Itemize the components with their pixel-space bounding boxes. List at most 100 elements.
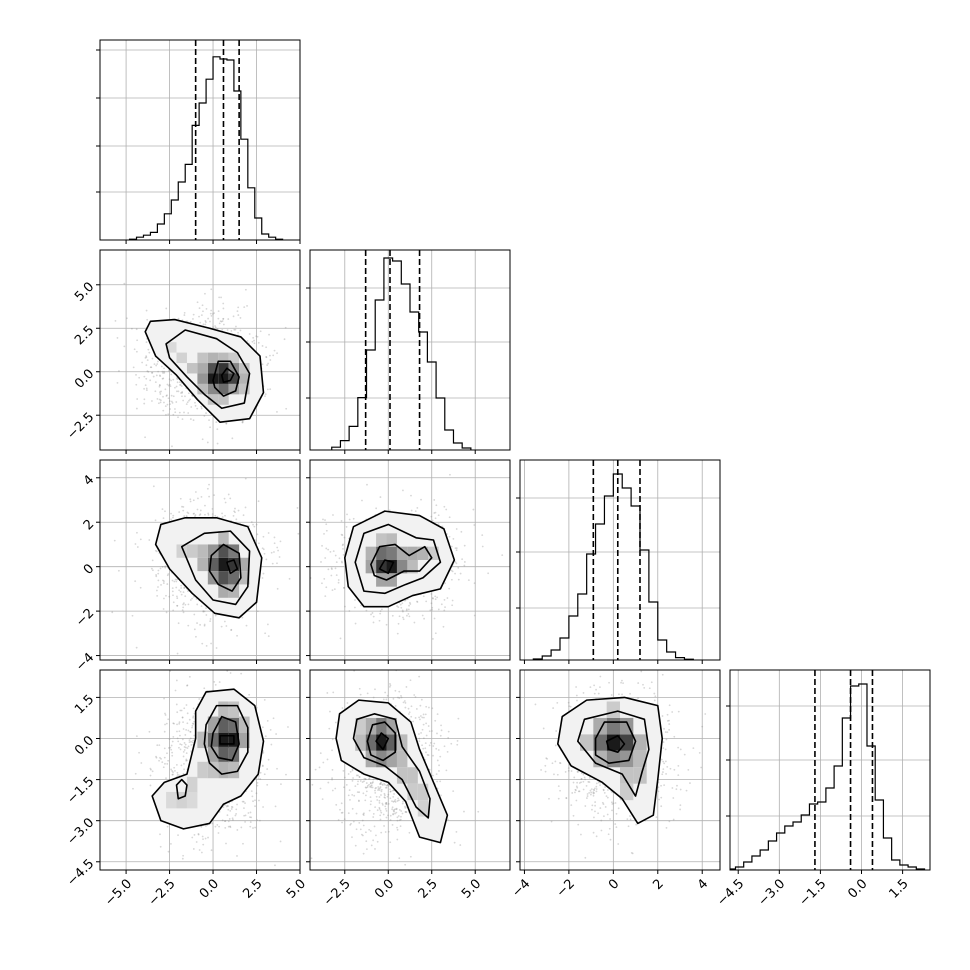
sample-point [262,548,265,551]
density-cell [376,734,387,751]
sample-point [193,512,195,515]
sample-point [385,816,388,819]
sample-point [200,605,203,608]
sample-point [118,370,120,372]
sample-point [296,507,299,509]
sample-point [340,520,343,522]
sample-point [357,780,359,783]
density-cell [365,717,377,735]
density-cell [218,363,229,374]
sample-point [145,356,148,359]
x-tick-label: 2.5 [416,876,441,901]
sample-point [189,320,192,323]
sample-point [155,550,158,553]
sample-point [163,401,165,404]
sample-point [368,809,371,812]
sample-point [192,715,195,718]
histogram-panel-4 [730,670,930,870]
sample-point [175,586,178,589]
sample-point [275,733,277,735]
sample-point [402,618,405,621]
sample-point [343,818,346,820]
sample-point [187,624,190,627]
sample-point [459,572,462,575]
sample-point [210,288,213,291]
sample-point [371,786,374,789]
sample-point [364,667,366,669]
sample-point [183,587,186,589]
sample-point [311,783,314,786]
sample-point [339,808,341,811]
y-tick-label: 0.0 [72,733,97,758]
sample-point [235,812,238,815]
sample-point [185,758,188,761]
sample-point [186,759,188,762]
sample-point [166,574,169,577]
sample-point [160,757,162,760]
sample-point [400,810,403,812]
sample-point [139,538,142,541]
sample-point [444,606,446,609]
sample-point [146,370,149,373]
sample-point [224,826,227,829]
sample-point [135,407,138,410]
sample-point [155,574,157,576]
sample-point [436,732,438,735]
sample-point [393,800,396,803]
sample-point [176,773,179,776]
density-cell [228,373,240,384]
sample-point [176,378,179,381]
sample-point [191,597,194,600]
sample-point [261,726,264,729]
sample-point [259,628,261,630]
sample-point [435,773,438,775]
sample-point [164,723,166,726]
sample-point [259,778,262,780]
sample-point [436,713,439,716]
contour-level-2 [165,329,251,410]
sample-point [189,730,192,733]
density-cell [407,560,418,574]
sample-point [398,799,400,802]
sample-point [179,734,181,737]
sample-point [280,783,282,786]
sample-point [385,784,388,787]
sample-point [149,366,152,369]
sample-point [397,797,399,800]
sample-point [420,498,422,501]
sample-point [239,329,242,332]
sample-point [457,578,460,581]
density-cell [376,717,387,735]
sample-point [389,788,391,791]
sample-point [430,602,433,605]
sample-point [385,786,388,789]
sample-point [132,787,134,790]
sample-point [194,404,197,407]
density-panel-1-2 [100,250,300,450]
sample-point [389,814,392,817]
sample-point [206,487,209,490]
sample-point [174,386,176,389]
density-cell [207,383,219,395]
sample-point [236,634,238,637]
sample-point [136,546,139,548]
sample-point [393,808,396,811]
density-cell [228,761,240,779]
sample-point [165,722,168,725]
sample-point [396,826,398,829]
sample-point [145,355,148,358]
histogram-step-3 [532,473,694,660]
sample-point [262,572,265,575]
sample-point [264,632,267,635]
sample-point [210,849,213,852]
sample-point [443,598,446,601]
sample-point [159,756,161,759]
sample-point [161,508,164,511]
sample-point [391,614,394,617]
sample-point [225,625,228,627]
sample-point [232,514,235,517]
sample-point [151,371,154,374]
sample-point [593,816,595,819]
sample-point [229,826,232,829]
sample-point [402,616,404,619]
